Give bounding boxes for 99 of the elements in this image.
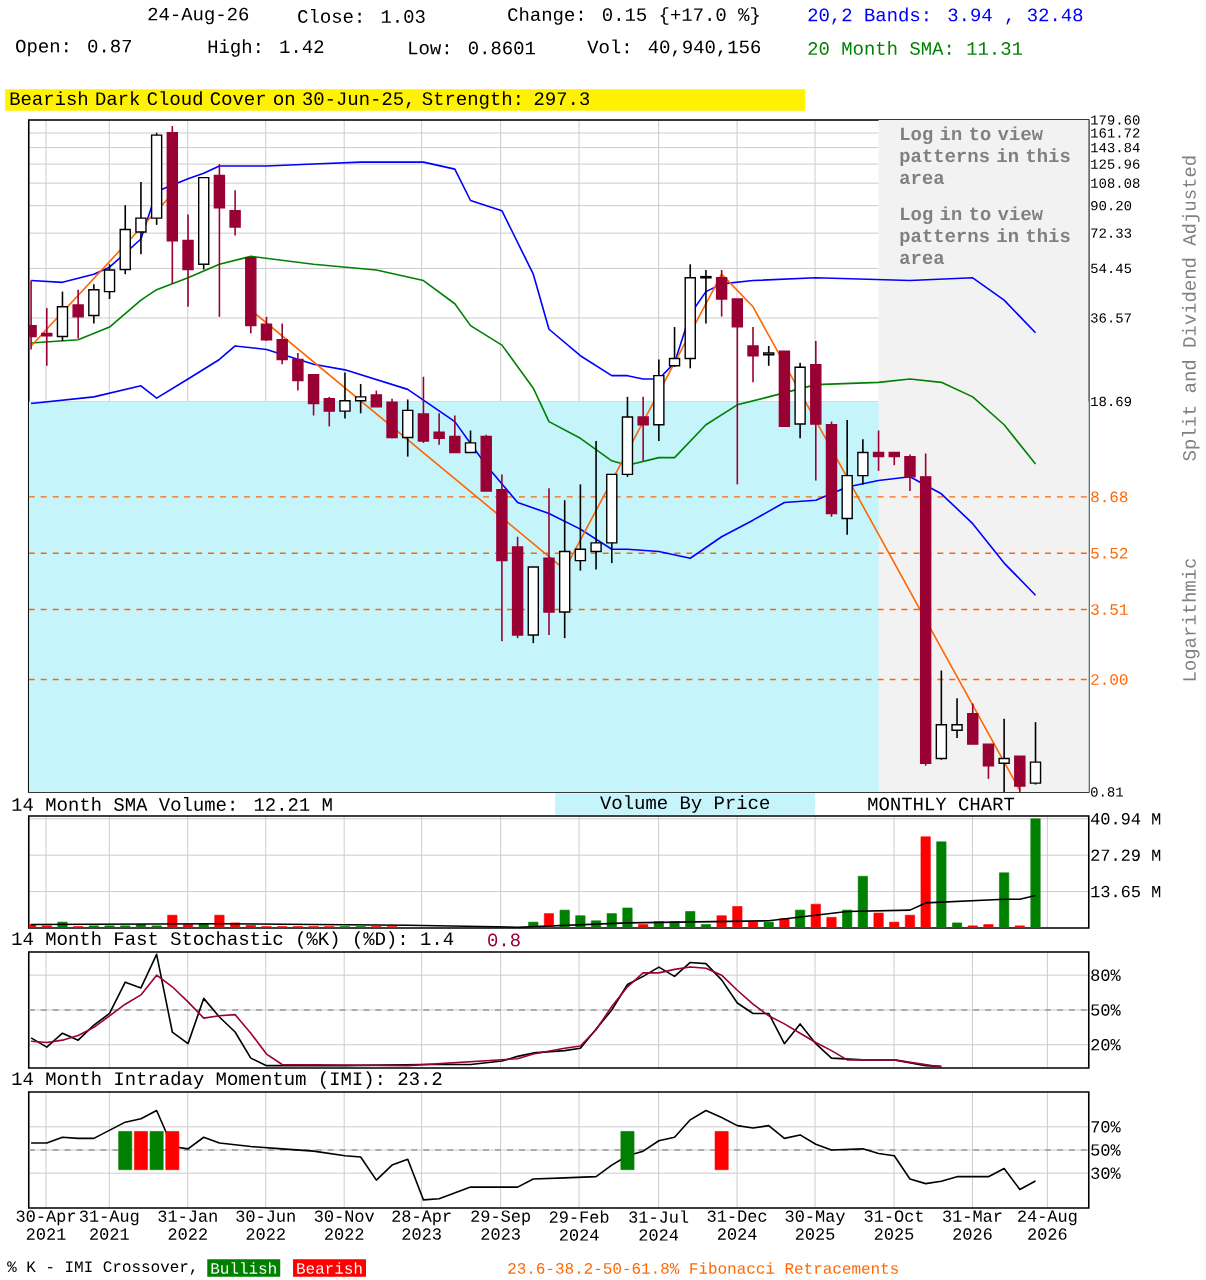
bar bbox=[716, 915, 727, 928]
y-tick-label: 80% bbox=[1091, 969, 1121, 981]
y-tick-label: 70% bbox=[1091, 1121, 1121, 1133]
candlestick bbox=[574, 483, 587, 572]
chart-subtitle: Bearish Dark Cloud Cover on 30-Jun-25, Strength: 297.3 bbox=[10, 91, 590, 109]
x-tick-label: 30-Apr 2021 bbox=[16, 1210, 76, 1240]
text: 20 Month SMA: 11.31 bbox=[808, 41, 1023, 55]
candlestick bbox=[747, 326, 759, 384]
bar bbox=[826, 917, 837, 928]
text: Vol: 40,940,156 bbox=[587, 39, 761, 57]
line-series bbox=[30, 255, 1037, 466]
candlestick bbox=[417, 375, 430, 444]
chart-title: 14 Month Intraday Momentum (IMI): 23.2 bbox=[12, 1071, 442, 1089]
candlestick bbox=[904, 453, 916, 492]
candlestick bbox=[872, 429, 885, 472]
candlestick bbox=[967, 702, 979, 745]
x-tick-label: 31-Aug 2021 bbox=[79, 1210, 139, 1240]
candlestick bbox=[213, 163, 226, 318]
annotation: Log in to view patterns in this area bbox=[900, 206, 1070, 265]
chart-title: 14 Month SMA Volume: 12.21 M bbox=[12, 797, 332, 811]
candlestick bbox=[1014, 755, 1026, 792]
candlestick bbox=[590, 440, 602, 571]
candlestick bbox=[951, 697, 963, 739]
bar bbox=[905, 914, 916, 928]
bar bbox=[873, 912, 884, 928]
candlestick bbox=[715, 269, 728, 318]
candlestick bbox=[857, 438, 869, 486]
x-tick-label: 31-Mar 2026 bbox=[943, 1210, 1002, 1240]
candlestick bbox=[72, 288, 84, 340]
bar bbox=[999, 872, 1010, 928]
y-tick-label: 50% bbox=[1091, 1004, 1121, 1016]
candlestick bbox=[135, 181, 147, 256]
bar bbox=[779, 918, 790, 928]
candlestick bbox=[464, 429, 477, 454]
x-tick-label: 31-Jul 2024 bbox=[629, 1210, 689, 1241]
candlestick bbox=[229, 189, 241, 237]
text: Logarithmic bbox=[1182, 558, 1200, 681]
x-tick-label: 29-Feb 2024 bbox=[549, 1210, 609, 1241]
candlestick bbox=[119, 204, 132, 275]
candlestick bbox=[668, 326, 681, 368]
text: MONTHLY CHART bbox=[868, 797, 1015, 811]
candlestick bbox=[260, 316, 273, 342]
candlestick bbox=[386, 398, 398, 440]
text: 0.8 bbox=[488, 933, 520, 947]
text: 24-Aug-26 bbox=[148, 7, 249, 25]
candlestick bbox=[433, 412, 445, 446]
candlestick bbox=[323, 396, 336, 428]
chart-title: 14 Month Fast Stochastic (%K) (%D): 1.4 bbox=[12, 931, 454, 949]
y-tick-label: 13.65 M bbox=[1091, 885, 1161, 898]
candlestick bbox=[731, 298, 744, 486]
candlestick bbox=[982, 743, 995, 780]
y-axis-title: Split and Dividend Adjusted bbox=[1182, 156, 1200, 461]
x-tick-label: 24-Aug 2026 bbox=[1018, 1210, 1077, 1240]
candlestick bbox=[307, 373, 320, 417]
x-tick-label: 31-Oct 2025 bbox=[864, 1210, 923, 1240]
candlestick bbox=[103, 263, 116, 300]
y-tick-label: 30% bbox=[1091, 1167, 1121, 1179]
candlestick bbox=[88, 283, 100, 325]
text: High: 1.42 bbox=[208, 39, 324, 57]
x-tick-label: 30-May 2025 bbox=[785, 1210, 845, 1240]
candlestick bbox=[292, 352, 304, 392]
x-tick-label: 30-Jun 2022 bbox=[236, 1210, 295, 1240]
candlestick bbox=[1029, 721, 1042, 786]
line-series bbox=[30, 345, 1037, 596]
y-tick-label: 20% bbox=[1091, 1039, 1121, 1051]
text: Close: 1.03 bbox=[298, 9, 425, 23]
text: 20,2 Bands: 3.94 , 32.48 bbox=[808, 7, 1083, 25]
x-tick-label: 31-Jan 2022 bbox=[158, 1210, 217, 1240]
candlestick bbox=[28, 279, 37, 351]
bar bbox=[622, 907, 633, 928]
bar bbox=[920, 836, 931, 928]
x-tick-label: 28-Apr 2023 bbox=[392, 1210, 451, 1240]
annotation: Log in to view patterns in this area bbox=[900, 126, 1070, 185]
x-tick-label: 30-Nov 2022 bbox=[314, 1210, 375, 1240]
y-tick-label: 27.29 M bbox=[1091, 849, 1161, 861]
y-tick-label: 50% bbox=[1091, 1144, 1121, 1156]
candlestick bbox=[637, 396, 649, 462]
text: Low: 0.8601 bbox=[409, 41, 536, 55]
candlestick bbox=[700, 269, 712, 325]
candlestick bbox=[339, 371, 351, 420]
candlestick bbox=[763, 345, 775, 367]
bar bbox=[732, 906, 743, 928]
candlestick bbox=[841, 419, 853, 536]
candlestick bbox=[355, 383, 367, 415]
x-tick-label: 31-Dec 2024 bbox=[707, 1210, 767, 1240]
candlestick bbox=[402, 398, 414, 458]
bar bbox=[1030, 818, 1041, 928]
text: Volume By Price bbox=[600, 795, 770, 813]
candlestick bbox=[56, 290, 69, 342]
candlestick bbox=[449, 414, 461, 454]
candlestick bbox=[182, 213, 194, 308]
candlestick bbox=[935, 669, 948, 761]
y-tick-label: 40.94 M bbox=[1091, 813, 1161, 825]
text: Change: 0.15 {+17.0 %} bbox=[508, 7, 759, 25]
bar bbox=[606, 913, 617, 928]
candlestick bbox=[276, 322, 288, 366]
text: Open: 0.87 bbox=[16, 39, 132, 57]
x-tick-label: 29-Sep 2023 bbox=[471, 1210, 530, 1240]
bar bbox=[936, 841, 947, 928]
